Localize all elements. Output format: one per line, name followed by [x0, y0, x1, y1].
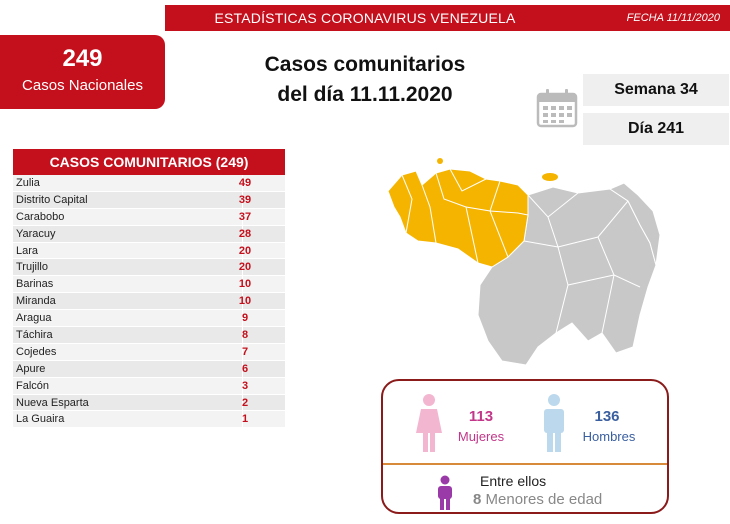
table-row: Táchira 8: [13, 327, 285, 344]
table-row: Zulia 49: [13, 175, 285, 192]
female-label: Mujeres: [457, 429, 505, 444]
table-row-divider: [242, 327, 243, 344]
table-row-divider: [242, 191, 243, 208]
map-island-nueva-esparta: [542, 173, 558, 181]
table-row-state: Aragua: [16, 312, 52, 325]
male-icon: [544, 394, 564, 452]
table-row-state: Cojedes: [16, 345, 57, 358]
table-row-divider: [242, 411, 243, 428]
day-box: Día 241: [583, 113, 729, 145]
table-row: Cojedes 7: [13, 343, 285, 361]
table-row-cases: 20: [238, 244, 252, 257]
female-icon: [416, 394, 442, 452]
table-row-divider: [242, 293, 243, 310]
table-row-cases: 10: [238, 295, 252, 308]
table-row: Nueva Esparta 2: [13, 394, 285, 412]
table-row-cases: 8: [241, 329, 249, 342]
table-row-cases: 3: [241, 379, 249, 392]
national-cases-box: 249 Casos Nacionales: [0, 35, 165, 109]
table-row-cases: 7: [241, 345, 249, 358]
week-box: Semana 34: [583, 74, 729, 106]
table-row-state: Miranda: [16, 295, 56, 308]
female-count: 113: [468, 408, 494, 425]
table-row-state: Barinas: [16, 278, 54, 291]
table-row: Falcón 3: [13, 377, 285, 395]
table-row-state: Falcón: [16, 379, 50, 392]
table-row-state: Carabobo: [16, 210, 65, 223]
minors-label: Menores de edad: [485, 491, 603, 508]
calendar-icon: [536, 89, 578, 128]
map-island-small: [437, 158, 443, 164]
table-row: Barinas 10: [13, 276, 285, 294]
table-row: Carabobo 37: [13, 208, 285, 226]
table-row-divider: [242, 310, 243, 327]
headline-line-2: del día 11.11.2020: [277, 83, 453, 106]
table-row: La Guaira 1: [13, 411, 285, 429]
table-row-divider: [242, 259, 243, 276]
table-row: Apure 6: [13, 360, 285, 378]
table-row-divider: [242, 394, 243, 411]
table-row-cases: 9: [241, 312, 249, 325]
table-row-divider: [242, 377, 243, 394]
map-region-grey-east: [608, 182, 661, 266]
male-count: 136: [594, 408, 620, 425]
table-row-divider: [242, 343, 243, 360]
gender-divider: [383, 463, 667, 465]
table-row-cases: 28: [238, 227, 252, 240]
table-row: Yaracuy 28: [13, 225, 285, 243]
table-row-state: La Guaira: [16, 413, 65, 426]
table-row-cases: 49: [238, 177, 252, 189]
header-date: FECHA 11/11/2020: [626, 12, 720, 24]
table-row-cases: 20: [238, 261, 252, 274]
header-strip: [165, 5, 730, 31]
table-row-state: Apure: [16, 362, 46, 375]
table-row-state: Trujillo: [16, 261, 48, 274]
gender-box: 113 Mujeres 136 Hombres Entre ellos 8 Me…: [381, 379, 669, 514]
page-headline: Casos comunitarios del día 11.11.2020: [230, 50, 500, 110]
table-row-cases: 6: [241, 362, 249, 375]
table-row-cases: 10: [238, 278, 252, 291]
table-row-cases: 39: [238, 193, 252, 206]
table-row-state: Yaracuy: [16, 227, 56, 240]
child-icon: [438, 475, 452, 510]
table-row-divider: [242, 175, 243, 191]
venezuela-map: [387, 158, 661, 366]
table-row-cases: 2: [241, 396, 249, 409]
table-row-divider: [242, 208, 243, 225]
table-row-state: Zulia: [16, 177, 40, 189]
national-cases-count: 249: [62, 45, 103, 72]
table-row: Miranda 10: [13, 293, 285, 311]
table-row-divider: [242, 276, 243, 293]
table-row-divider: [242, 242, 243, 259]
cases-table: CASOS COMUNITARIOS (249) Zulia 49 Distrito…: [13, 149, 285, 429]
table-row-divider: [242, 225, 243, 242]
header-bar: ESTADÍSTICAS CORONAVIRUS VENEZUELA FECHA…: [0, 0, 730, 34]
header-title: ESTADÍSTICAS CORONAVIRUS VENEZUELA: [214, 10, 516, 26]
male-label: Hombres: [582, 429, 636, 444]
table-row: Distrito Capital 39: [13, 191, 285, 209]
table-row-divider: [242, 360, 243, 377]
table-row-state: Distrito Capital: [16, 193, 88, 206]
table-row-state: Táchira: [16, 329, 53, 342]
cases-table-title: CASOS COMUNITARIOS (249): [13, 149, 285, 175]
minors-line: 8 Menores de edad: [473, 491, 602, 508]
table-row: Aragua 9: [13, 310, 285, 328]
table-row-state: Lara: [16, 244, 39, 257]
table-row: Lara 20: [13, 242, 285, 260]
national-cases-label: Casos Nacionales: [22, 77, 143, 94]
headline-line-1: Casos comunitarios: [264, 53, 466, 76]
table-row: Trujillo 20: [13, 259, 285, 277]
table-row-cases: 37: [238, 210, 252, 223]
minors-count: 8: [473, 491, 482, 508]
table-row-state: Nueva Esparta: [16, 396, 89, 409]
table-row-cases: 1: [241, 413, 249, 426]
minors-intro: Entre ellos: [480, 473, 547, 489]
cases-table-body: Zulia 49 Distrito Capital 39 Carabobo 37 Yarac…: [13, 175, 285, 429]
